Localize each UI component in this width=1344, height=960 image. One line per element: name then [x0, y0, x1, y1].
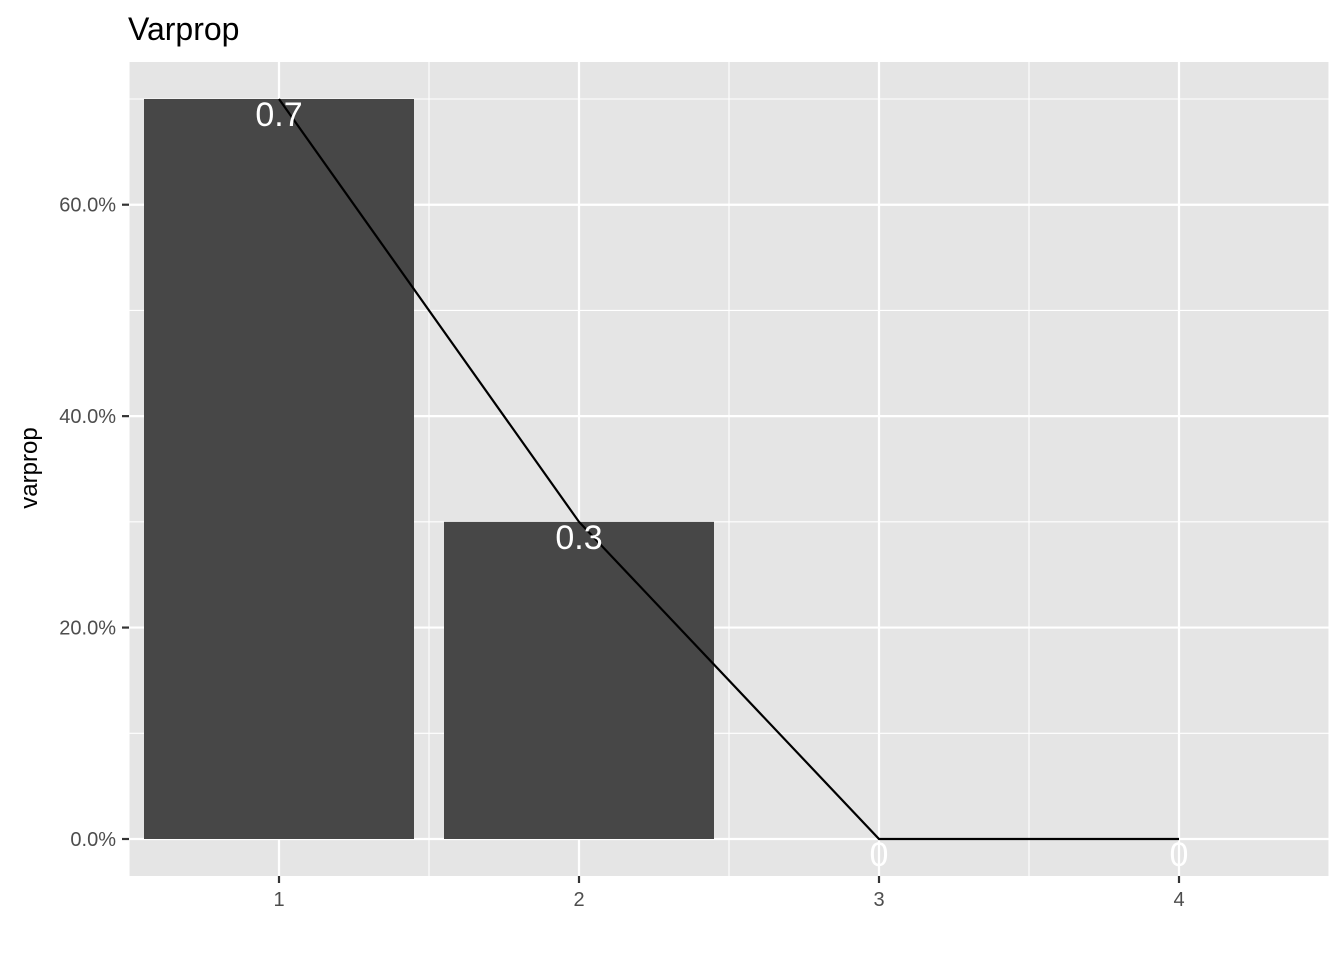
series-line	[278, 98, 1179, 841]
y-tick-label: 20.0%	[59, 618, 116, 640]
x-tick-label: 4	[1173, 889, 1184, 911]
x-tick-label: 1	[273, 889, 284, 911]
data-label-4: 0	[1170, 836, 1189, 874]
x-tick-label: 3	[873, 889, 884, 911]
data-label-1: 0.7	[255, 96, 302, 134]
y-tick-label: 0.0%	[70, 829, 116, 851]
chart-title: Varprop	[128, 11, 239, 47]
bar-1	[144, 99, 414, 839]
data-label-2: 0.3	[555, 519, 602, 557]
x-tick-label: 2	[573, 889, 584, 911]
y-tick-label: 40.0%	[59, 406, 116, 428]
y-tick-label: 60.0%	[59, 195, 116, 217]
data-label-3: 0	[870, 836, 889, 874]
plot-panel: 0.7 0.3 0 0 0.0% 20.0% 40.0% 60.0% 1 2 3 4	[59, 62, 1330, 911]
bar-2	[444, 521, 714, 839]
y-axis-title: varprop	[16, 427, 43, 508]
